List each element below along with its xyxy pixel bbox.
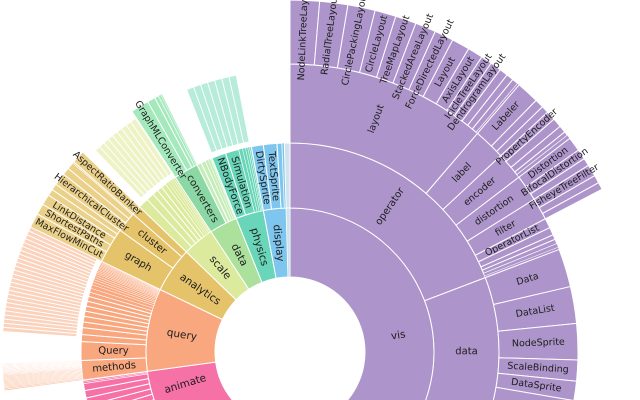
segment-FlareVis[interactable] — [283, 142, 291, 209]
label-NodeLinkTreeLayout: NodeLinkTreeLayout — [296, 0, 311, 81]
label-Query: Query — [98, 346, 129, 357]
query-classes-fringe — [28, 226, 98, 263]
label-display: display — [270, 224, 286, 262]
label-query: query — [166, 327, 198, 344]
label-vis: vis — [390, 328, 406, 342]
physics-classes-fringe — [228, 74, 250, 144]
label-data: data — [455, 346, 478, 357]
segment-data[interactable] — [423, 276, 500, 400]
label-ScaleBinding: ScaleBinding — [507, 361, 569, 376]
label-TextSprite: TextSprite — [265, 150, 281, 202]
label-NodeSprite: NodeSprite — [512, 337, 565, 350]
scale-classes-fringe — [130, 117, 173, 177]
segment-TreeBuilder[interactable] — [492, 386, 574, 400]
label-methods: methods — [92, 360, 137, 375]
